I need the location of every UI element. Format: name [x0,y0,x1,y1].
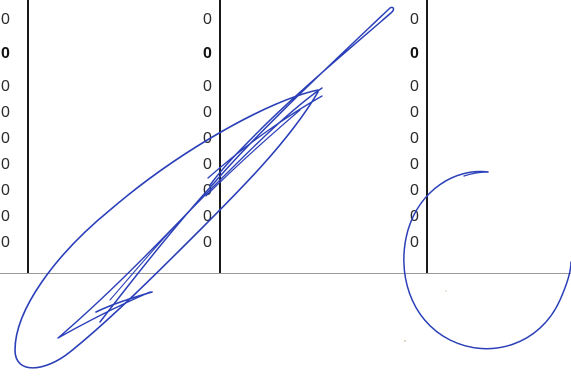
scan-speck [404,340,406,342]
signature-stroke [109,199,201,301]
column-rule-right [426,0,428,274]
table-cell: 0 [203,130,212,147]
scan-speck [445,290,447,292]
table-cell: 0 [410,208,419,225]
table-cell: 0 [1,11,10,28]
table-cell: 0 [1,130,10,147]
table-cell: 0 [203,182,212,199]
table-cell: 0 [203,11,212,28]
column-rule-left [27,0,29,274]
table-cell: 0 [1,208,10,225]
table-cell: 0 [203,234,212,251]
signature-stroke [57,87,323,339]
table-cell: 0 [410,234,419,251]
signature-stroke [14,89,319,369]
table-cell: 0 [410,130,419,147]
signature-stroke [463,171,489,177]
table-cell: 0 [1,45,10,62]
table-cell: 0 [203,156,212,173]
table-cell: 0 [1,78,10,95]
table-cell: 0 [1,234,10,251]
table-cell: 0 [203,104,212,121]
table-cell: 0 [1,156,10,173]
table-cell: 0 [410,156,419,173]
signature-stroke [99,6,395,323]
table-cell: 0 [1,182,10,199]
table-cell: 0 [203,78,212,95]
signature-stroke [207,95,323,179]
table-cell: 0 [203,208,212,225]
table-cell: 0 [410,182,419,199]
table-cell: 0 [410,104,419,121]
table-bottom-rule [0,273,571,274]
table-cell: 0 [203,45,212,62]
table-cell: 0 [410,45,419,62]
signature-stroke [95,291,153,313]
table-cell: 0 [1,104,10,121]
table-cell: 0 [410,78,419,95]
table-cell: 0 [410,11,419,28]
